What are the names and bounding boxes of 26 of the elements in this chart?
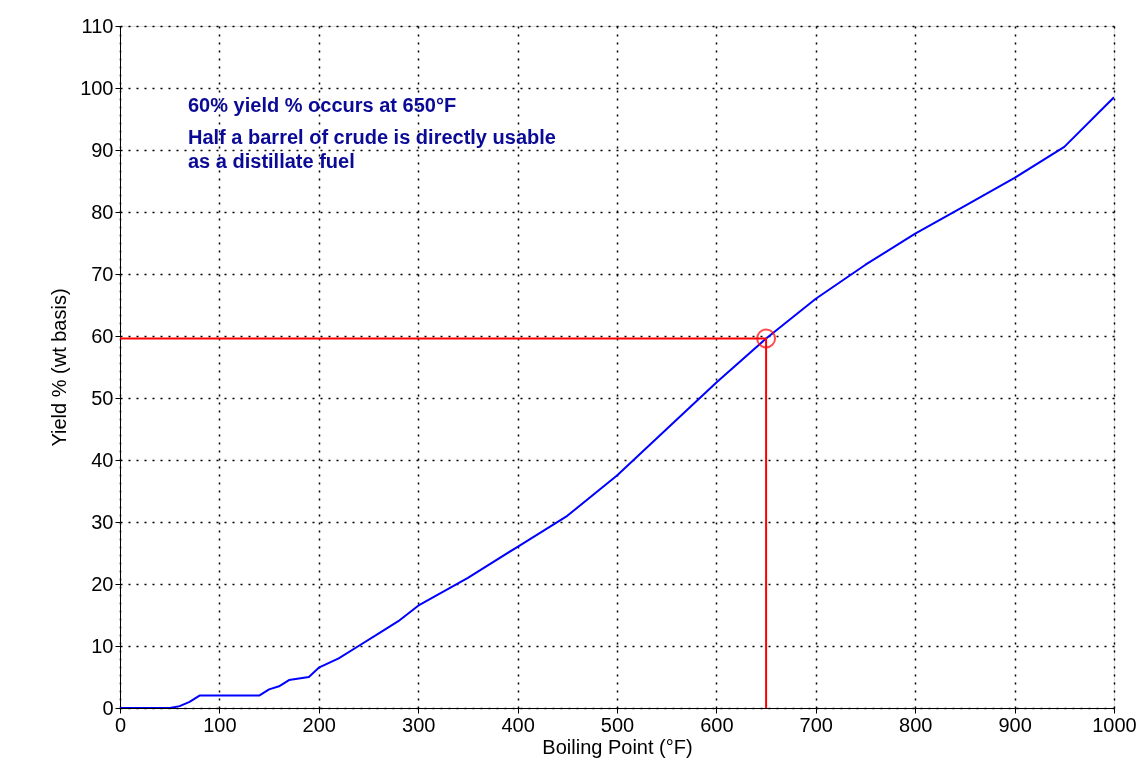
y-tick-label: 80	[91, 200, 114, 223]
y-tick-label: 90	[91, 138, 114, 161]
x-tick-label: 500	[600, 713, 635, 736]
y-axis-title: Yield % (wt basis)	[48, 288, 71, 447]
annotation: Half a barrel of crude is directly usable as a distillate fuel	[188, 126, 556, 172]
x-tick-label: 300	[402, 713, 436, 736]
y-tick-label: 110	[81, 14, 114, 37]
x-tick-label: 200	[302, 713, 336, 736]
y-tick-label: 50	[91, 386, 114, 409]
x-tick-label: 900	[998, 713, 1032, 736]
annotation: 60% yield % occurs at 650°F	[188, 94, 457, 116]
x-tick-label: 1000	[1092, 713, 1137, 736]
y-tick-label: 0	[102, 696, 114, 719]
x-tick-label: 400	[501, 713, 535, 736]
x-tick-label: 800	[899, 713, 933, 736]
y-tick-label: 10	[91, 634, 114, 657]
x-tick-label: 600	[700, 713, 734, 736]
y-tick-label: 30	[91, 510, 114, 533]
y-tick-label: 70	[91, 262, 114, 285]
x-tick-label: 100	[203, 713, 237, 736]
x-axis-title: Boiling Point (°F)	[542, 735, 693, 758]
y-tick-label: 40	[91, 448, 114, 471]
y-tick-label: 100	[80, 76, 114, 99]
y-tick-label: 60	[91, 324, 114, 347]
x-tick-label: 700	[799, 713, 833, 736]
y-tick-label: 20	[91, 572, 114, 595]
